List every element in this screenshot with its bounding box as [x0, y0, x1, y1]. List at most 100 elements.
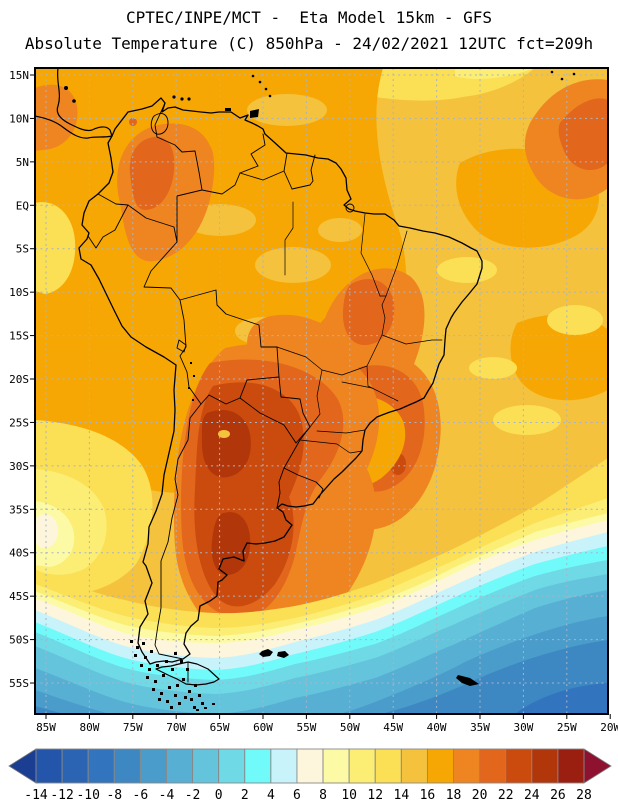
map-header: CPTEC/INPE/MCT - Eta Model 15km - GFS Ab… — [0, 0, 618, 60]
zone-amber-dot — [218, 430, 230, 438]
lon-label-30W: 30W — [513, 721, 533, 734]
scale-tick-22: 22 — [498, 788, 514, 800]
zone-24-26-argentina-n — [201, 409, 251, 478]
south-georgia-island — [456, 675, 479, 686]
scale-tick-18: 18 — [446, 788, 462, 800]
scale-tick-10: 10 — [341, 788, 357, 800]
scale-segment--4..-2 — [166, 748, 194, 784]
falkland-islands — [259, 649, 289, 658]
scale-segment-14..16 — [400, 748, 428, 784]
lat-label-55S: 55S — [9, 677, 29, 690]
lon-label-60W: 60W — [253, 721, 273, 734]
lon-label-50W: 50W — [340, 721, 360, 734]
scale-tick-6: 6 — [293, 788, 301, 800]
scale-tick--12: -12 — [50, 788, 73, 800]
scale-segment-26..28 — [557, 748, 585, 784]
scale-tick--2: -2 — [185, 788, 201, 800]
zone-20-22-colombia-core — [129, 136, 175, 210]
scale-tick-16: 16 — [420, 788, 436, 800]
margarita-island — [225, 108, 231, 111]
scale-tick--6: -6 — [133, 788, 149, 800]
lat-label-5S: 5S — [16, 243, 29, 256]
lat-label-40S: 40S — [9, 547, 29, 560]
color-scale-bar: -14 -12 -10 -8 -6 -4 -2 0 2 4 6 8 10 12 14 16 18 20 22 24 26… — [8, 748, 612, 800]
scale-segment-18..20 — [453, 748, 481, 784]
island-marajo — [345, 203, 355, 213]
lon-label-70W: 70W — [166, 721, 186, 734]
lon-label-25W: 25W — [557, 721, 577, 734]
scale-tick-8: 8 — [319, 788, 327, 800]
coastline-central-america — [35, 68, 113, 139]
scale-segment-10..12 — [348, 748, 376, 784]
zone-18-20-wvenezuela — [171, 138, 214, 182]
lon-label-80W: 80W — [79, 721, 99, 734]
scale-arrow-above — [583, 748, 612, 784]
scale-segment--6..-4 — [139, 748, 167, 784]
scale-segment--2..0 — [192, 748, 220, 784]
scale-segment--10..-8 — [87, 748, 115, 784]
scale-segment-8..10 — [322, 748, 350, 784]
coastline-south-america — [78, 97, 483, 665]
scale-segment-24..26 — [531, 748, 559, 784]
lake-titicaca — [176, 339, 187, 353]
lon-label-45W: 45W — [383, 721, 403, 734]
scale-tick-12: 12 — [367, 788, 383, 800]
scale-segment-12..14 — [374, 748, 402, 784]
scale-segment--8..-6 — [113, 748, 141, 784]
lat-label-10N: 10N — [9, 112, 29, 125]
temperature-map: 15N 10N 5N EQ 5S 10S 15S 20S 25S 30S 35S 40S 45S 50S 5… — [8, 67, 618, 800]
scale-tick--14: -14 — [24, 788, 48, 800]
scale-tick--4: -4 — [159, 788, 175, 800]
lon-label-75W: 75W — [123, 721, 143, 734]
lon-label-35W: 35W — [470, 721, 490, 734]
terrain-speckles — [130, 362, 215, 711]
islands — [64, 70, 576, 686]
lat-label-25S: 25S — [9, 416, 29, 429]
zone-12-14-nw-pacific — [35, 202, 76, 294]
lat-label-35S: 35S — [9, 503, 29, 516]
scale-segment-0..2 — [218, 748, 246, 784]
lat-label-10S: 10S — [9, 286, 29, 299]
scale-segment-20..22 — [479, 748, 507, 784]
lon-label-55W: 55W — [296, 721, 316, 734]
lat-label-EQ: EQ — [16, 199, 29, 212]
scale-segment-16..18 — [426, 748, 454, 784]
scale-segment-22..24 — [505, 748, 533, 784]
scale-tick-4: 4 — [267, 788, 275, 800]
scale-segment-2..4 — [244, 748, 272, 784]
lat-label-45S: 45S — [9, 590, 29, 603]
lat-label-50S: 50S — [9, 634, 29, 647]
scale-tick--10: -10 — [76, 788, 99, 800]
longitude-axis: 85W 80W 75W 70W 65W 60W 55W 50W 45W 40W 35W 30W 25W 2… — [36, 714, 618, 734]
island-tierra-del-fuego — [155, 661, 220, 686]
title-line-1: CPTEC/INPE/MCT - Eta Model 15km - GFS — [125, 8, 493, 27]
zone-20-22-tocantins — [342, 279, 395, 346]
scale-tick-24: 24 — [524, 788, 540, 800]
lat-label-15S: 15S — [9, 330, 29, 343]
scale-segment-4..6 — [270, 748, 298, 784]
country-borders — [87, 102, 324, 683]
scale-segment--14..-12 — [35, 748, 63, 784]
scale-tick--8: -8 — [106, 788, 122, 800]
lon-label-85W: 85W — [36, 721, 56, 734]
lakes — [150, 113, 355, 353]
zone-16-18-e-ocean — [510, 314, 608, 401]
trinidad-island — [250, 109, 259, 118]
lake-maracaibo — [150, 113, 169, 135]
scale-arrow-below — [8, 748, 37, 784]
scale-tick-26: 26 — [550, 788, 566, 800]
lon-label-20W: 20W — [600, 721, 618, 734]
scale-tick-14: 14 — [394, 788, 410, 800]
lat-label-5N: 5N — [16, 156, 29, 169]
map-frame — [34, 67, 609, 715]
scale-tick-2: 2 — [241, 788, 249, 800]
temperature-field — [35, 68, 608, 714]
lat-label-15N: 15N — [9, 69, 29, 82]
zone-20-22-topright-core — [558, 98, 608, 171]
title-line-2: Absolute Temperature (C) 850hPa - 24/02/… — [24, 34, 594, 53]
scale-segment--12..-10 — [61, 748, 89, 784]
state-borders — [276, 201, 443, 454]
zone-20-22-spot — [129, 118, 137, 126]
scale-segment-6..8 — [296, 748, 324, 784]
